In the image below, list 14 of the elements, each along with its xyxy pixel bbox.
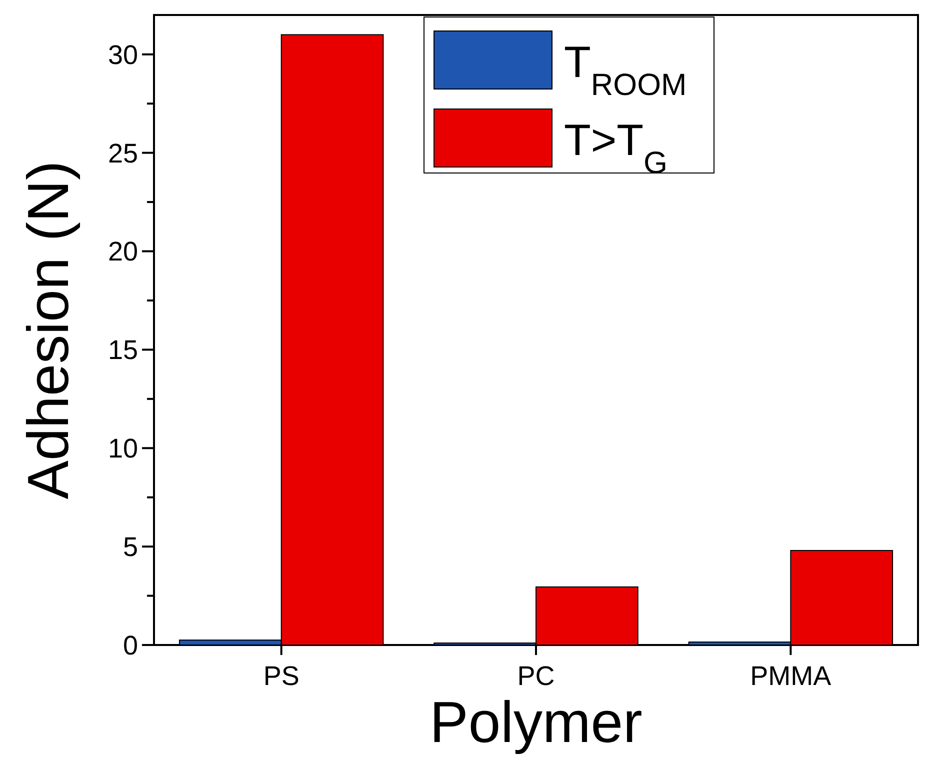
y-tick-label: 15	[108, 335, 138, 366]
y-tick-label: 25	[108, 138, 138, 168]
x-tick-label: PMMA	[750, 661, 832, 691]
x-tick-label: PS	[263, 661, 300, 691]
y-tick-label: 30	[108, 40, 138, 70]
y-tick-label: 5	[122, 532, 138, 562]
legend-label: T>T$_{G}$	[564, 116, 668, 180]
y-axis-title: Adhesion (N)	[16, 160, 81, 500]
y-tick-label: 0	[122, 630, 138, 660]
legend-label: T$_{ROOM}$	[564, 38, 687, 102]
y-tick-label: 10	[108, 434, 138, 464]
x-axis-title: Polymer	[430, 690, 642, 755]
y-tick-label: 20	[108, 236, 138, 267]
x-tick-label: PC	[517, 661, 555, 691]
